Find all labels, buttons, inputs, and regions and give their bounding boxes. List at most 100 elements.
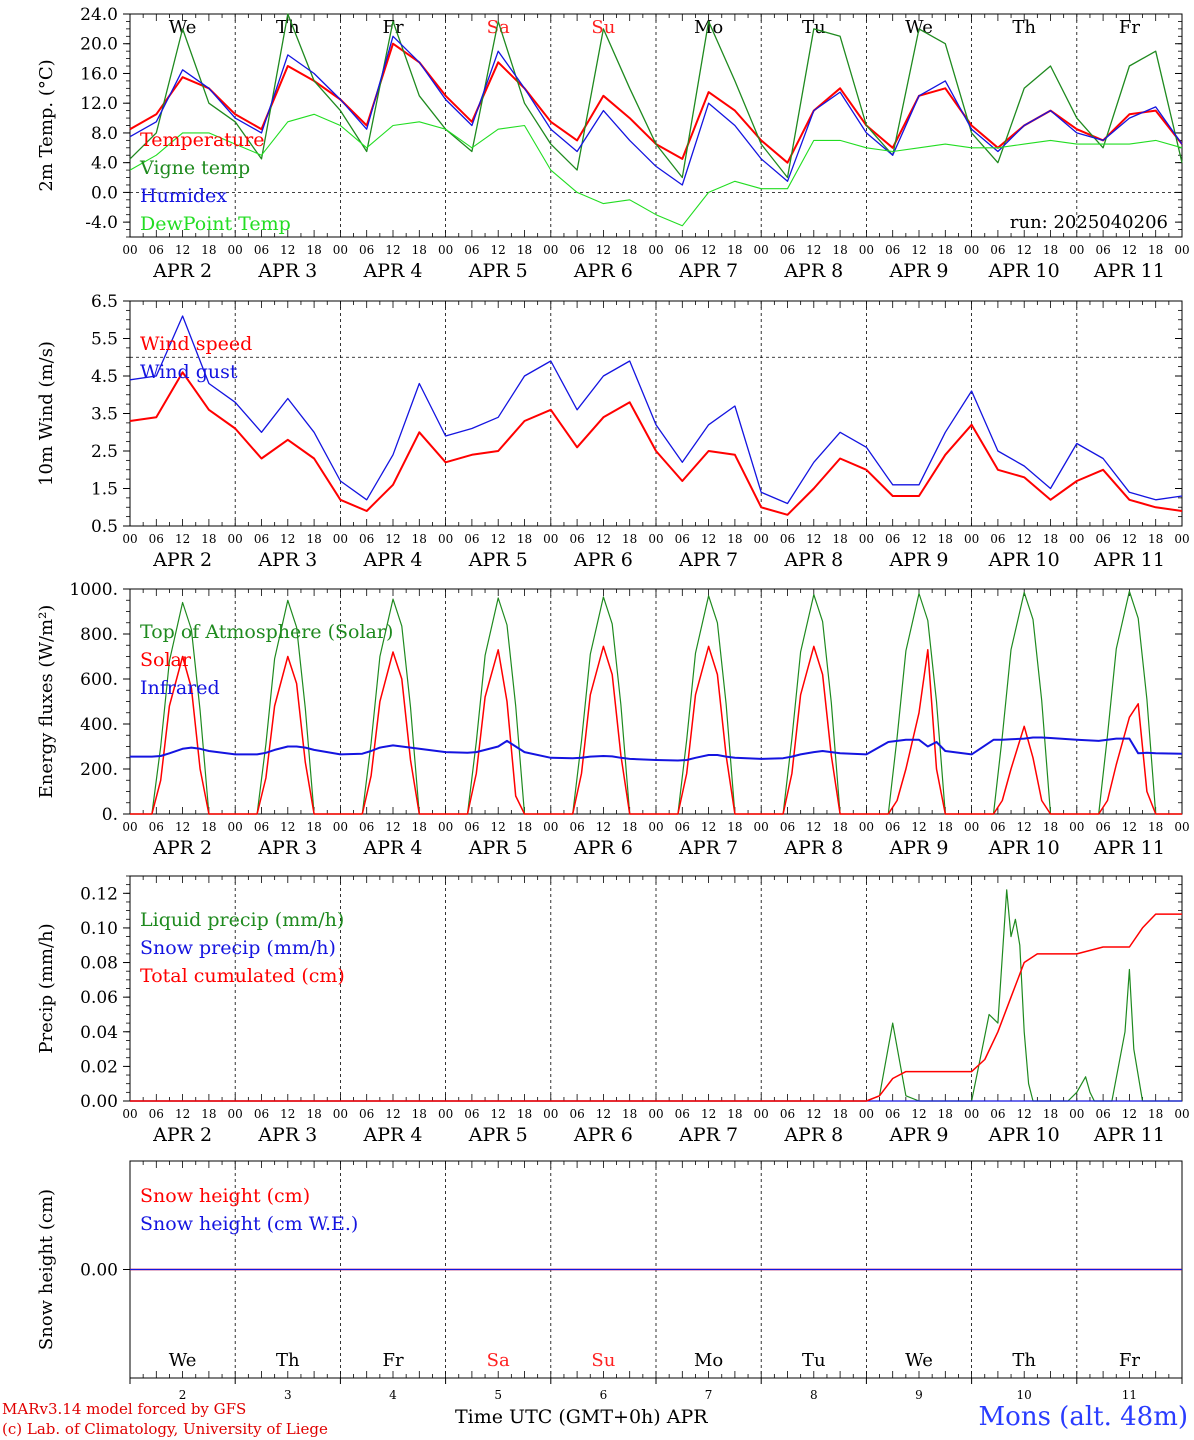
hour-tick-label: 12	[911, 243, 926, 257]
hour-tick-label: 00	[122, 1107, 137, 1121]
legend-entry: Snow height (cm W.E.)	[140, 1213, 358, 1235]
hour-tick-label: 12	[806, 243, 821, 257]
hour-tick-label: 18	[1148, 243, 1163, 257]
plot-frame	[129, 300, 1183, 527]
hour-tick-label: 18	[727, 1107, 742, 1121]
day-label: APR 10	[988, 1124, 1060, 1146]
day-number-label: 6	[600, 1388, 608, 1402]
y-tick-label: 24.0	[80, 5, 118, 25]
hour-tick-label: 12	[701, 243, 716, 257]
hour-tick-label: 00	[1174, 820, 1189, 834]
hour-tick-label: 18	[201, 532, 216, 546]
weekday-label: Sa	[487, 1350, 510, 1371]
hour-tick-label: 00	[1174, 1107, 1189, 1121]
y-tick-label: 0.10	[80, 919, 118, 939]
weekday-label: Th	[1012, 1350, 1036, 1371]
hour-tick-label: 18	[1148, 820, 1163, 834]
hour-tick-label: 00	[122, 820, 137, 834]
series-line-wind-gust	[129, 315, 1183, 505]
y-tick-label: 0.00	[80, 1261, 118, 1281]
y-tick-label: 4.0	[91, 154, 118, 174]
hour-tick-label: 06	[990, 820, 1005, 834]
hour-tick-label: 06	[254, 532, 269, 546]
hour-tick-label: 18	[412, 532, 427, 546]
y-tick-label: 6.5	[91, 292, 118, 312]
day-label: APR 4	[363, 837, 423, 859]
hour-tick-label: 18	[517, 243, 532, 257]
day-label: APR 6	[573, 837, 633, 859]
hour-tick-label: 06	[780, 243, 795, 257]
hour-tick-label: 00	[964, 243, 979, 257]
hour-tick-label: 00	[964, 1107, 979, 1121]
hour-tick-label: 12	[1017, 532, 1032, 546]
chart-panel-4: 00 06 12 18 00 06 12 18 00 06 12 18 00 06 12 18 00 06 12 18…	[36, 875, 1190, 1146]
hour-tick-label: 18	[412, 820, 427, 834]
run-annotation: run: 2025040206	[1010, 212, 1168, 233]
legend-entry: Liquid precip (mm/h)	[140, 909, 344, 931]
day-label: APR 9	[889, 1124, 949, 1146]
day-number-label: 11	[1122, 1388, 1137, 1402]
chart-panel-3: 00 06 12 18 00 06 12 18 00 06 12 18 00 06 12 18 00 06 12 18…	[36, 580, 1190, 859]
day-label: APR 5	[468, 837, 528, 859]
hour-tick-label: 12	[280, 532, 295, 546]
hour-tick-label: 06	[464, 532, 479, 546]
hour-tick-label: 12	[280, 1107, 295, 1121]
hour-tick-label: 00	[543, 1107, 558, 1121]
hour-tick-label: 18	[201, 243, 216, 257]
hour-tick-label: 00	[122, 243, 137, 257]
hour-tick-label: 06	[780, 532, 795, 546]
day-number-label: 10	[1017, 1388, 1032, 1402]
model-credit: MARv3.14 model forced by GFS	[2, 1400, 247, 1418]
day-label: APR 2	[152, 1124, 212, 1146]
hour-tick-label: 12	[385, 243, 400, 257]
hour-tick-label: 06	[569, 820, 584, 834]
hour-tick-label: 12	[911, 1107, 926, 1121]
hour-tick-label: 12	[596, 243, 611, 257]
hour-tick-label: 06	[990, 243, 1005, 257]
y-tick-label: 2.5	[91, 442, 118, 462]
hour-tick-label: 00	[754, 820, 769, 834]
hour-tick-label: 18	[622, 820, 637, 834]
hour-tick-label: 00	[648, 532, 663, 546]
day-number-label: 7	[705, 1388, 713, 1402]
hour-tick-label: 06	[990, 1107, 1005, 1121]
y-tick-label: 16.0	[80, 64, 118, 84]
hour-tick-label: 06	[1095, 820, 1110, 834]
hour-tick-label: 18	[412, 243, 427, 257]
hour-tick-label: 12	[175, 1107, 190, 1121]
legend-entry: Humidex	[140, 185, 227, 207]
hour-tick-label: 12	[596, 532, 611, 546]
y-tick-label: 20.0	[80, 35, 118, 55]
day-label: APR 5	[468, 260, 528, 282]
hour-tick-label: 12	[491, 820, 506, 834]
hour-tick-label: 06	[675, 820, 690, 834]
y-tick-label: 0.	[102, 805, 118, 825]
hour-tick-label: 06	[569, 532, 584, 546]
legend-entry: DewPoint Temp	[140, 213, 291, 235]
hour-tick-label: 18	[306, 532, 321, 546]
hour-tick-label: 12	[385, 820, 400, 834]
series-line-wind-speed	[129, 371, 1183, 516]
y-axis-label: Precip (mm/h)	[36, 923, 57, 1053]
day-label: APR 10	[988, 260, 1060, 282]
y-tick-label: 0.08	[80, 954, 118, 974]
hour-tick-label: 12	[596, 820, 611, 834]
hour-tick-label: 00	[333, 1107, 348, 1121]
hour-tick-label: 00	[543, 532, 558, 546]
hour-tick-label: 00	[543, 820, 558, 834]
day-label: APR 11	[1093, 549, 1165, 571]
hour-tick-label: 18	[727, 820, 742, 834]
day-label: APR 3	[257, 837, 317, 859]
day-label: APR 3	[257, 1124, 317, 1146]
y-tick-label: 5.5	[91, 330, 118, 350]
y-tick-label: 0.02	[80, 1057, 118, 1077]
weekday-label: Fr	[1119, 1350, 1140, 1371]
hour-tick-label: 06	[254, 1107, 269, 1121]
day-label: APR 3	[257, 260, 317, 282]
hour-tick-label: 12	[1122, 1107, 1137, 1121]
legend-entry: Vigne temp	[139, 157, 250, 179]
y-tick-label: 3.5	[91, 405, 118, 425]
weekday-label: Fr	[1119, 17, 1140, 38]
day-label: APR 6	[573, 549, 633, 571]
hour-tick-label: 00	[648, 243, 663, 257]
